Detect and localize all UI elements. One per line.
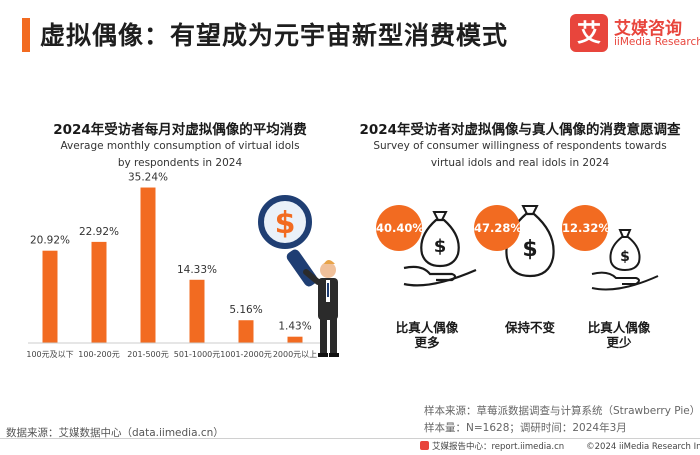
svg-text:$: $ xyxy=(522,237,537,262)
bar-5 xyxy=(287,336,303,343)
copyright-text: ©2024 iiMedia Research Inc xyxy=(586,442,700,452)
svg-text:$: $ xyxy=(620,249,630,265)
footer-divider xyxy=(0,438,700,439)
footer-bar: 艾媒报告中心：report.iimedia.cn ©2024 iiMedia Re… xyxy=(420,440,700,452)
bar-0 xyxy=(42,250,58,343)
bar-value-label: 20.92% xyxy=(30,235,70,247)
left-chart-subtitle: Average monthly consumption of virtual i… xyxy=(60,140,300,169)
left-chart-title: 2024年受访者每月对虚拟偶像的平均消费 xyxy=(53,122,307,138)
logo-cn-text: 艾媒咨询 xyxy=(614,19,682,39)
bar-3 xyxy=(189,279,205,343)
bar-category-label: 501-1000元 xyxy=(174,350,221,359)
option-value-bubble: 47.28% xyxy=(474,205,522,251)
option-label: 比真人偶像更多 xyxy=(395,320,459,350)
right-chart-title: 2024年受访者对虚拟偶像与真人偶像的消费意愿调查 xyxy=(359,122,681,138)
bar-2 xyxy=(140,187,156,343)
bar-category-label: 201-500元 xyxy=(127,350,168,359)
header: 虚拟偶像：有望成为元宇宙新型消费模式 艾 艾媒咨询 iiMedia Resear… xyxy=(0,0,700,70)
svg-text:$: $ xyxy=(434,236,447,257)
bar-value-label: 35.24% xyxy=(128,172,168,184)
bar-1 xyxy=(91,241,107,343)
page-title: 虚拟偶像：有望成为元宇宙新型消费模式 xyxy=(40,21,509,50)
bar-value-label: 14.33% xyxy=(177,264,217,276)
money-hand-icon: $ xyxy=(403,211,477,287)
option-label: 保持不变 xyxy=(504,320,555,335)
option-value-bubble: 12.32% xyxy=(562,205,610,251)
bar-category-label: 100-200元 xyxy=(78,350,119,359)
sample-source-note: 样本来源：草莓派数据调查与计算系统（Strawberry Pie） xyxy=(424,405,700,417)
title-accent-bar xyxy=(22,18,30,52)
bar-category-label: 100元及以下 xyxy=(26,350,73,359)
logo-mark: 艾 xyxy=(570,14,608,52)
logo-en-text: iiMedia Research xyxy=(614,36,700,48)
bar-value-label: 1.43% xyxy=(278,321,311,333)
bar-category-label: 1001-2000元 xyxy=(220,350,272,359)
data-source-note: 数据来源：艾媒数据中心（data.iimedia.cn） xyxy=(6,427,224,439)
svg-text:$: $ xyxy=(275,206,296,241)
bar-category-label: 2000元以上 xyxy=(273,350,317,359)
bar-value-label: 5.16% xyxy=(229,304,262,316)
magnifier-man-illustration: $ xyxy=(258,195,339,357)
iimedia-logo[interactable]: 艾 艾媒咨询 iiMedia Research xyxy=(570,14,700,56)
report-center-link[interactable]: 艾媒报告中心：report.iimedia.cn xyxy=(432,442,565,452)
option-label: 比真人偶像更少 xyxy=(587,320,651,350)
iimedia-small-logo-icon xyxy=(420,441,429,450)
option-value-bubble: 40.40% xyxy=(376,205,424,251)
money-hand-small-icon: $ xyxy=(591,229,659,291)
bar-value-label: 22.92% xyxy=(79,226,119,238)
bar-4 xyxy=(238,320,254,343)
sample-info-note: 样本量：N=1628；调研时间：2024年3月 xyxy=(424,422,627,434)
right-chart-subtitle: Survey of consumer willingness of respon… xyxy=(373,140,667,169)
